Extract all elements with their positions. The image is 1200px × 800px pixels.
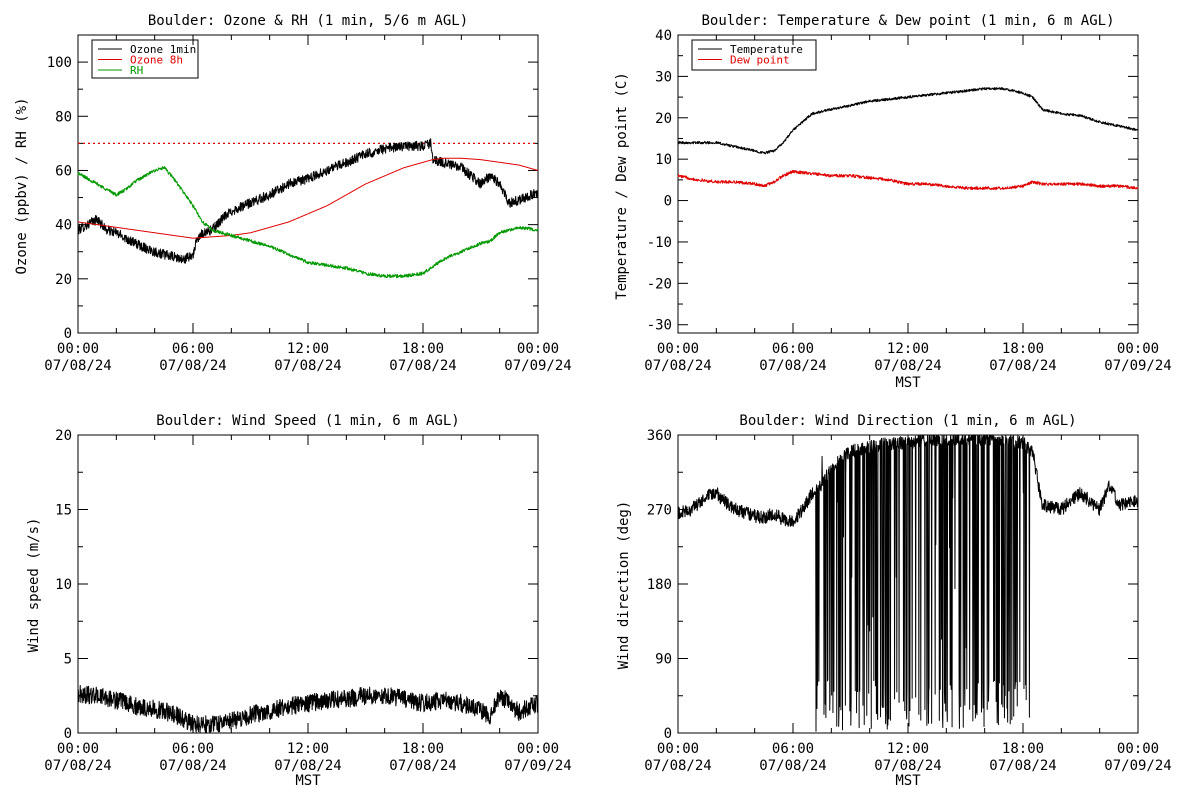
y-tick-label: 40 [655,28,672,44]
y-tick-label: -10 [647,235,672,251]
x-tick-date-label: 07/08/24 [989,358,1056,374]
y-tick-label: 0 [64,326,72,342]
y-axis-label: Ozone (ppbv) / RH (%) [14,97,30,274]
y-tick-label: 80 [55,109,72,125]
series-line-1 [677,434,1139,732]
x-tick-date-label: 07/09/24 [504,358,571,374]
panel-title: Boulder: Temperature & Dew point (1 min,… [701,13,1114,29]
x-tick-label: 00:00 [1117,341,1159,357]
series-line-2 [677,169,1139,191]
x-tick-date-label: 07/09/24 [504,758,571,774]
x-tick-label: 18:00 [402,741,444,757]
x-tick-label: 00:00 [57,741,99,757]
x-tick-label: 00:00 [657,741,699,757]
x-tick-label: 00:00 [517,741,559,757]
x-tick-label: 12:00 [287,341,329,357]
y-tick-label: 0 [64,726,72,742]
x-tick-date-label: 07/08/24 [874,758,941,774]
y-tick-label: 270 [647,503,672,519]
series-line-1 [77,138,539,264]
y-tick-label: 20 [55,272,72,288]
panel-title: Boulder: Wind Speed (1 min, 6 m AGL) [156,413,459,429]
x-tick-date-label: 07/08/24 [759,758,826,774]
y-tick-label: 20 [655,111,672,127]
legend-label: Ozone 1min [130,43,196,56]
panel-title: Boulder: Ozone & RH (1 min, 5/6 m AGL) [148,13,468,29]
y-tick-label: 10 [55,577,72,593]
y-axis-label: Wind speed (m/s) [26,518,42,653]
x-tick-label: 18:00 [1002,741,1044,757]
y-axis-label: Temperature / Dew point (C) [614,72,630,300]
y-tick-label: 0 [664,194,672,210]
x-axis-label: MST [895,773,921,789]
legend-label: Temperature [730,43,803,56]
x-tick-date-label: 07/08/24 [44,758,111,774]
y-tick-label: 5 [64,652,72,668]
legend-label: Dew point [730,54,790,67]
x-tick-label: 00:00 [657,341,699,357]
x-tick-label: 12:00 [887,741,929,757]
x-axis-label: MST [295,773,321,789]
y-tick-label: 40 [55,218,72,234]
x-tick-label: 06:00 [172,741,214,757]
x-tick-date-label: 07/08/24 [159,358,226,374]
series-line-3 [77,166,539,279]
x-tick-date-label: 07/08/24 [389,758,456,774]
x-tick-date-label: 07/08/24 [389,358,456,374]
x-tick-label: 00:00 [1117,741,1159,757]
x-tick-label: 12:00 [887,341,929,357]
x-tick-date-label: 07/08/24 [644,758,711,774]
y-tick-label: 10 [655,152,672,168]
series-line-2 [77,157,539,239]
x-tick-label: 06:00 [172,341,214,357]
y-axis-label: Wind direction (deg) [616,501,632,670]
panel-title: Boulder: Wind Direction (1 min, 6 m AGL) [739,413,1076,429]
x-tick-date-label: 07/08/24 [159,758,226,774]
y-tick-label: 360 [647,428,672,444]
panel-wind-speed: Boulder: Wind Speed (1 min, 6 m AGL) Win… [26,413,572,789]
x-tick-label: 12:00 [287,741,329,757]
x-tick-label: 18:00 [402,341,444,357]
y-tick-label: -20 [647,276,672,292]
x-tick-date-label: 07/08/24 [274,758,341,774]
x-tick-date-label: 07/08/24 [644,358,711,374]
x-tick-date-label: 07/08/24 [874,358,941,374]
x-tick-date-label: 07/08/24 [274,358,341,374]
legend-label: RH [130,64,143,77]
legend-box [691,39,817,71]
panel-wind-direction: Boulder: Wind Direction (1 min, 6 m AGL)… [616,413,1172,789]
series-line-1 [77,685,539,734]
plot-frame [677,434,1139,734]
x-tick-date-label: 07/08/24 [759,358,826,374]
y-tick-label: 30 [655,69,672,85]
y-tick-label: 90 [655,652,672,668]
x-tick-date-label: 07/09/24 [1104,358,1171,374]
y-tick-label: 100 [47,55,72,71]
legend-label: Ozone 8h [130,54,183,67]
y-tick-label: 180 [647,577,672,593]
y-tick-label: 15 [55,503,72,519]
plot-frame [77,34,539,334]
x-tick-date-label: 07/09/24 [1104,758,1171,774]
y-tick-label: -30 [647,318,672,334]
x-tick-date-label: 07/08/24 [989,758,1056,774]
x-tick-label: 06:00 [772,741,814,757]
series-line-1 [677,87,1139,155]
y-tick-label: 20 [55,428,72,444]
x-tick-date-label: 07/08/24 [44,358,111,374]
y-tick-label: 60 [55,163,72,179]
y-tick-label: 0 [664,726,672,742]
x-tick-label: 18:00 [1002,341,1044,357]
plot-frame [77,434,539,734]
x-tick-label: 00:00 [517,341,559,357]
panel-temperature-dewpoint: Boulder: Temperature & Dew point (1 min,… [614,13,1172,391]
x-tick-label: 00:00 [57,341,99,357]
x-tick-label: 06:00 [772,341,814,357]
x-axis-label: MST [895,375,921,391]
panel-ozone-rh: Boulder: Ozone & RH (1 min, 5/6 m AGL) O… [14,13,572,374]
